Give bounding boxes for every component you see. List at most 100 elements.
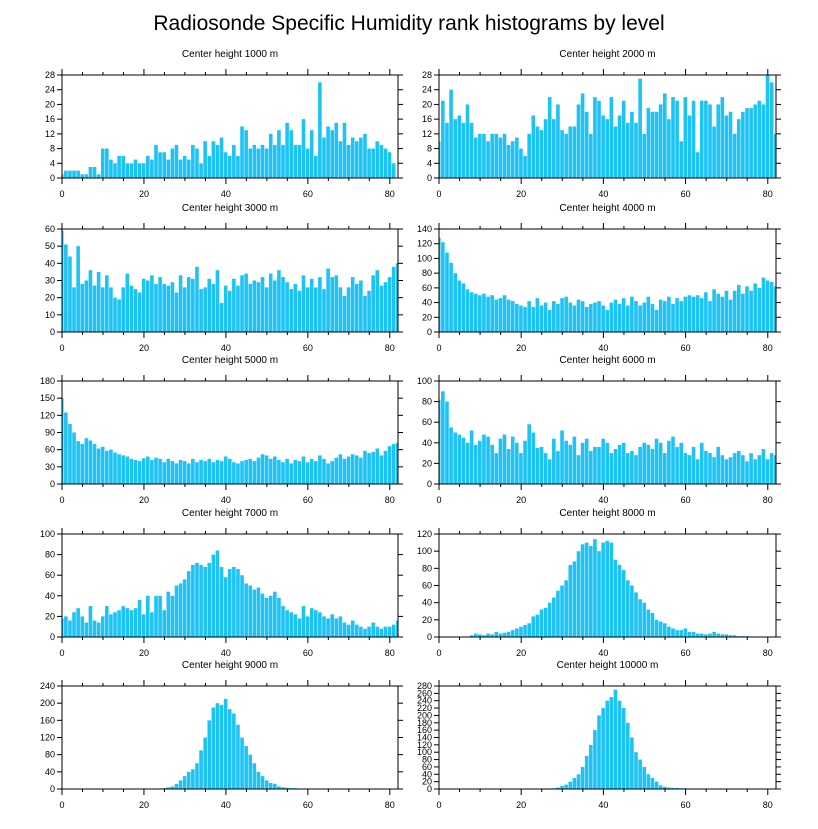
bar [380,145,384,178]
bar [195,149,199,178]
bar [523,441,527,484]
bar [236,569,240,637]
bar [126,608,130,637]
bar [183,156,187,178]
bar [774,455,776,484]
y-tick-label: 40 [45,591,55,601]
y-tick-label: 150 [40,393,55,403]
bar [142,458,146,484]
bar [171,149,175,178]
bar [585,756,589,789]
bar [614,690,618,789]
bar [490,295,494,332]
bar [318,612,322,637]
bar [207,563,211,637]
bar [515,138,519,178]
bar [216,145,220,178]
bar [622,708,626,789]
bar [392,163,396,178]
bar [638,306,642,332]
bar [733,134,737,178]
bar [314,610,318,637]
bar [195,462,199,484]
bar [248,284,252,332]
bar [306,616,310,637]
panel-title: Center height 4000 m [559,203,655,214]
bar [688,632,692,637]
bar [614,127,618,179]
bar [758,288,762,332]
bar [486,297,490,332]
bar [314,156,318,178]
bar [109,160,113,178]
bar [343,296,347,332]
bar [453,273,457,332]
bar [548,459,552,484]
bar [474,294,478,332]
bar [634,455,638,484]
y-tick-label: 0 [427,173,432,183]
bar [121,455,125,484]
bar [536,127,540,179]
bar [675,298,679,332]
y-tick-label: 160 [40,715,55,725]
bar [183,287,187,332]
y-tick-label: 28 [45,70,55,80]
bar [758,455,762,484]
bar [76,608,80,637]
y-tick-label: 120 [417,239,432,249]
bar [261,776,265,789]
y-tick-label: 40 [422,598,432,608]
bar [671,437,675,484]
bar [302,457,306,484]
bar [721,297,725,332]
bar [684,297,688,332]
bar [597,447,601,484]
bar [347,457,351,484]
bar [261,454,265,484]
x-tick-label: 60 [681,343,691,353]
bar [146,281,150,333]
bar [347,145,351,178]
bar [601,543,605,637]
bar [199,565,203,637]
bar [294,460,298,484]
bar [540,130,544,178]
x-tick-label: 40 [598,189,608,199]
bar [334,275,338,332]
bar [663,623,667,637]
x-tick-label: 60 [681,648,691,658]
bar [700,443,704,484]
bar [597,101,601,178]
bar [515,628,519,637]
bar [298,145,302,178]
bar [457,115,461,178]
y-tick-label: 60 [422,581,432,591]
bar [712,289,716,332]
bar [638,447,642,484]
bar [729,300,733,332]
bar [663,301,667,332]
bar [523,156,527,178]
bar [257,588,261,637]
bar [330,461,334,484]
y-tick-label: 80 [422,563,432,573]
bar [294,284,298,332]
bar [203,738,207,790]
bar [741,455,745,484]
bar [519,453,523,484]
bar [351,454,355,484]
bar [494,632,498,637]
bar [659,622,663,637]
bar [531,307,535,332]
bar [651,778,655,789]
bar [548,97,552,178]
bar [605,443,609,484]
bar [445,402,449,484]
bar [445,123,449,178]
bar [179,160,183,178]
bar [302,119,306,178]
bar [166,459,170,484]
bar [737,119,741,178]
bar [531,433,535,485]
